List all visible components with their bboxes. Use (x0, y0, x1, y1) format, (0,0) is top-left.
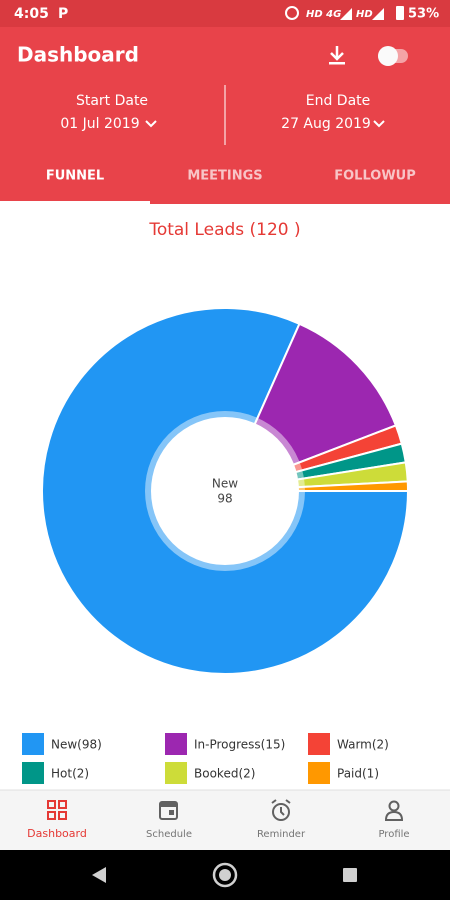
legend-swatch (165, 762, 187, 784)
end-date: 27 Aug 2019 (281, 116, 371, 132)
nav-label: Profile (378, 829, 409, 840)
legend-swatch (22, 762, 44, 784)
legend-label: Hot(2) (51, 767, 89, 781)
nav-label: Reminder (257, 829, 306, 840)
bottom-nav (0, 790, 450, 850)
center-value: 98 (217, 492, 232, 506)
legend-swatch (308, 762, 330, 784)
start-date: 01 Jul 2019 (60, 116, 139, 132)
legend-label: Booked(2) (194, 767, 255, 781)
recents-button[interactable] (343, 868, 357, 882)
status-network: HD 4G (306, 9, 341, 20)
status-time: 4:05 (14, 6, 49, 22)
legend-label: In-Progress(15) (194, 738, 285, 752)
status-battery: 53% (408, 7, 439, 22)
nav-item[interactable]: Dashboard (27, 800, 87, 840)
signal-icon (340, 8, 352, 20)
donut-hole (151, 417, 299, 565)
legend-label: New(98) (51, 738, 102, 752)
legend-swatch (22, 733, 44, 755)
tab[interactable]: FOLLOWUP (334, 169, 416, 184)
nav-item[interactable]: Profile (378, 800, 410, 841)
alarm-icon (285, 6, 299, 20)
pie-slice (41, 307, 410, 675)
download-button[interactable] (329, 46, 345, 65)
date-divider (224, 85, 226, 145)
nav-label: Dashboard (27, 827, 87, 840)
tab[interactable]: FUNNEL (46, 169, 104, 184)
signal-icon (372, 8, 384, 20)
start-date-label: Start Date (76, 93, 148, 109)
home-button[interactable] (212, 862, 238, 888)
tab-indicator (0, 201, 150, 204)
status-bar (0, 0, 450, 27)
legend: New(98) In-Progress(15) Warm(2) Hot(2) Booke… (22, 733, 389, 784)
end-date-label: End Date (306, 93, 371, 109)
toggle-switch[interactable] (378, 46, 408, 66)
app-title: Dashboard (17, 43, 139, 67)
start-date-picker[interactable]: 01 Jul 2019 (60, 116, 157, 132)
legend-swatch (308, 733, 330, 755)
battery-icon (396, 6, 404, 20)
chart-title: Total Leads (120 ) (148, 220, 300, 240)
status-network-2: HD (356, 9, 373, 20)
nav-item[interactable]: Reminder (257, 799, 306, 840)
nav-item[interactable]: Schedule (146, 801, 192, 840)
legend-label: Paid(1) (337, 767, 379, 781)
legend-swatch (165, 733, 187, 755)
nav-label: Schedule (146, 829, 192, 840)
center-label: New (212, 477, 238, 491)
back-button[interactable] (92, 867, 106, 883)
end-date-picker[interactable]: 27 Aug 2019 (281, 116, 385, 132)
legend-label: Warm(2) (337, 738, 389, 752)
tab[interactable]: MEETINGS (187, 169, 262, 184)
status-app-icon: P (58, 6, 68, 22)
